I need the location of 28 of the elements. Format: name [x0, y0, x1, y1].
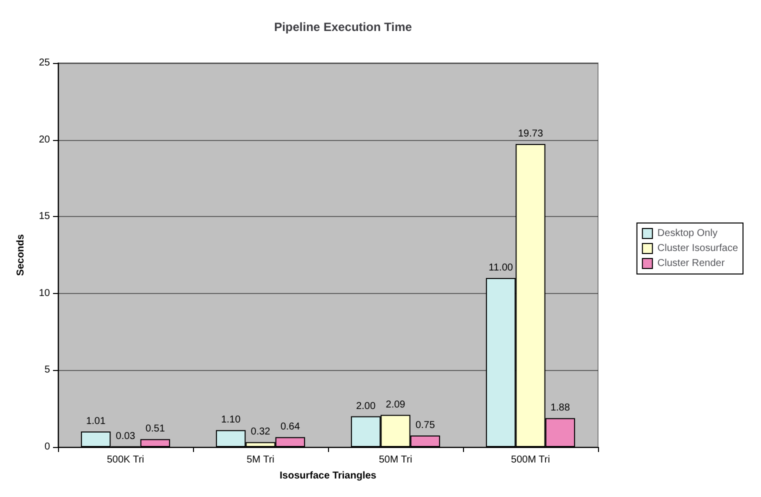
y-tick-label: 0 [44, 442, 50, 452]
y-tick-label: 20 [38, 134, 50, 146]
chart-title: Pipeline Execution Time [274, 20, 412, 34]
x-tick-label: 5M Tri [246, 454, 274, 466]
legend-label: Cluster Isosurface [657, 243, 738, 254]
legend-label: Desktop Only [657, 228, 718, 239]
data-label: 19.73 [518, 128, 544, 140]
x-axis-title: Isosurface Triangles [280, 470, 377, 482]
y-axis-title: Seconds [16, 234, 26, 276]
data-label: 2.00 [356, 400, 376, 412]
x-tick-label: 50M Tri [378, 454, 412, 466]
data-label: 0.75 [415, 420, 436, 431]
y-tick-label: 5 [44, 364, 50, 376]
x-tick-label: 500M Tri [511, 454, 550, 466]
data-label: 0.03 [116, 430, 136, 442]
data-label: 11.00 [488, 262, 514, 274]
data-label: 1.88 [550, 402, 570, 414]
data-label: 0.51 [145, 424, 166, 435]
x-tick-label: 500K Tri [106, 454, 144, 466]
data-label: 0.32 [250, 426, 271, 438]
y-tick-label: 25 [38, 58, 50, 68]
data-label: 2.09 [386, 399, 406, 410]
data-label: 0.64 [280, 422, 300, 433]
y-tick-label: 10 [38, 288, 50, 299]
data-label: 1.10 [221, 414, 241, 426]
data-label: 1.01 [86, 416, 106, 427]
y-tick-label: 15 [38, 211, 50, 222]
legend-label: Cluster Render [657, 258, 726, 269]
